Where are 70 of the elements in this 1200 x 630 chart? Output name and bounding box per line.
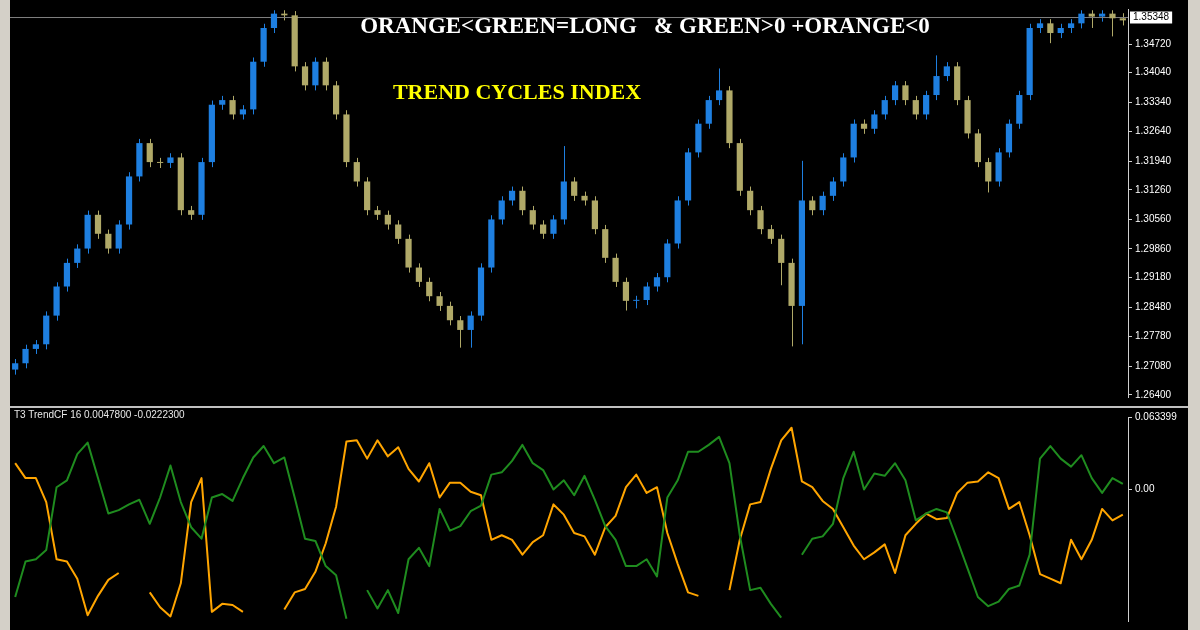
candlestick — [415, 262, 422, 288]
candlestick — [529, 205, 536, 231]
candlestick — [467, 310, 474, 349]
y-tick-label: 1.31260 — [1135, 183, 1172, 195]
y-tick-label: 1.29180 — [1135, 271, 1172, 283]
y-tick-label: 1.31940 — [1135, 155, 1172, 166]
candlestick — [716, 67, 723, 106]
candlestick — [395, 219, 402, 245]
y-tick-label: 0.00 — [1135, 483, 1155, 495]
candlestick — [105, 229, 112, 255]
candlestick — [985, 157, 992, 193]
candlestick — [943, 61, 950, 82]
candlestick — [902, 80, 909, 106]
y-tick-label: 1.27780 — [1135, 330, 1172, 342]
y-tick-label: 1.30560 — [1135, 213, 1172, 225]
candlestick — [550, 214, 557, 240]
y-tick-label: 1.26400 — [1135, 388, 1172, 400]
y-tick-label: 0.063399 — [1135, 410, 1178, 422]
candlestick — [705, 95, 712, 130]
candlestick — [94, 210, 102, 240]
candlestick — [229, 95, 236, 120]
candlestick — [653, 272, 661, 293]
candlestick — [146, 138, 153, 168]
candlestick — [809, 195, 816, 216]
candlestick — [446, 301, 454, 326]
candlestick — [622, 277, 630, 312]
candlestick — [301, 61, 309, 91]
candlestick — [540, 219, 547, 240]
candlestick — [747, 186, 754, 216]
candlestick — [933, 54, 940, 101]
candlestick — [322, 57, 329, 91]
candlestick — [757, 205, 764, 235]
y-tick-label: 1.34720 — [1135, 37, 1172, 49]
candlestick — [891, 80, 899, 106]
candlestick — [157, 157, 164, 169]
candlestick — [819, 191, 826, 216]
candlestick — [519, 186, 526, 216]
candlestick — [767, 224, 774, 245]
chart-title: T3 TrendCF 16 0.0047800 -0.0222300 — [14, 408, 186, 420]
text: TREND CYCLES INDEX — [392, 78, 642, 104]
candlestick — [881, 95, 888, 120]
y-tick-label: 1.28480 — [1135, 300, 1172, 312]
candlestick — [498, 195, 505, 226]
candlestick — [643, 281, 650, 306]
candlestick — [508, 186, 516, 207]
candlestick — [871, 109, 878, 135]
candlestick — [74, 243, 81, 269]
y-tick-label: 1.29860 — [1135, 242, 1172, 254]
candlestick — [1109, 9, 1116, 37]
candlestick — [571, 176, 578, 202]
candlestick — [22, 344, 29, 369]
candlestick — [353, 157, 360, 188]
candlestick — [829, 176, 837, 202]
candlestick — [312, 57, 319, 91]
y-tick-label: 1.34040 — [1135, 66, 1172, 78]
candlestick — [384, 210, 391, 231]
candlestick — [457, 315, 464, 349]
candlestick — [912, 95, 919, 120]
ref-line-label: 1.35348 — [1133, 11, 1170, 23]
candlestick — [923, 90, 930, 120]
candlestick — [426, 277, 433, 302]
candlestick — [1047, 18, 1054, 44]
candlestick — [63, 258, 71, 293]
y-tick-label: 1.27080 — [1135, 359, 1172, 371]
candlestick — [1078, 9, 1085, 29]
y-tick-label: 1.33340 — [1135, 95, 1172, 107]
candlestick — [436, 291, 443, 312]
candlestick — [270, 9, 278, 34]
y-tick-label: 1.32640 — [1135, 125, 1172, 137]
annotation: ORANGE<GREEN=LONG & GREEN>0 +ORANGE<0 — [360, 12, 930, 38]
